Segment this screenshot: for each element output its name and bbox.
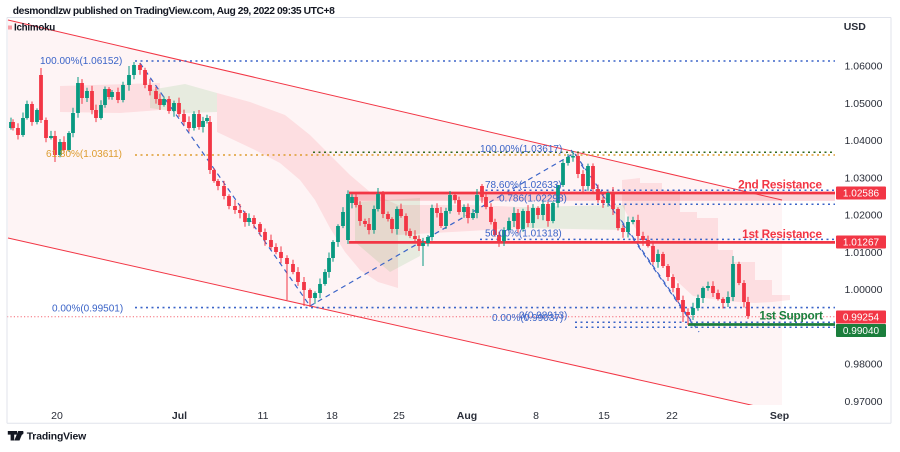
- svg-text:20: 20: [51, 410, 63, 422]
- svg-text:1.01000: 1.01000: [845, 247, 883, 259]
- svg-text:18: 18: [326, 410, 338, 422]
- svg-text:1.06000: 1.06000: [845, 61, 883, 73]
- svg-text:15: 15: [598, 410, 610, 422]
- svg-text:1.04000: 1.04000: [845, 135, 883, 147]
- svg-text:100.00%(1.03617): 100.00%(1.03617): [480, 144, 562, 155]
- svg-text:1.02000: 1.02000: [845, 210, 883, 222]
- svg-text:0.99254: 0.99254: [843, 313, 880, 324]
- svg-text:0.98000: 0.98000: [845, 359, 883, 371]
- svg-text:1.00000: 1.00000: [845, 284, 883, 296]
- svg-text:78.60%(1.02633): 78.60%(1.02633): [485, 180, 562, 191]
- svg-text:100.00%(1.06152): 100.00%(1.06152): [40, 56, 122, 67]
- svg-text:1.05000: 1.05000: [845, 98, 883, 110]
- svg-text:61.80%(1.03611): 61.80%(1.03611): [46, 149, 122, 160]
- svg-text:Sep: Sep: [770, 410, 789, 422]
- svg-text:1.03000: 1.03000: [845, 172, 883, 184]
- svg-text:TradingView: TradingView: [27, 432, 87, 443]
- svg-text:0.786(1.02298): 0.786(1.02298): [499, 194, 567, 205]
- svg-text:0.99040: 0.99040: [843, 326, 880, 337]
- svg-text:1st Support: 1st Support: [759, 309, 823, 323]
- svg-text:USD: USD: [844, 21, 867, 33]
- svg-text:0.00%(0.99501): 0.00%(0.99501): [52, 304, 123, 315]
- svg-text:50.00%(1.01318): 50.00%(1.01318): [485, 229, 562, 240]
- svg-text:8: 8: [533, 410, 539, 422]
- svg-text:Ichimoku: Ichimoku: [14, 23, 55, 34]
- svg-text:22: 22: [666, 410, 678, 422]
- svg-text:0.00%(0.99037): 0.00%(0.99037): [492, 313, 563, 324]
- svg-text:desmondlzw published on Tradin: desmondlzw published on TradingView.com,…: [13, 6, 335, 17]
- svg-text:0.97000: 0.97000: [845, 396, 883, 408]
- svg-text:1st Resistance: 1st Resistance: [742, 227, 822, 241]
- svg-text:1.02586: 1.02586: [843, 189, 880, 200]
- svg-text:Aug: Aug: [457, 410, 477, 422]
- svg-text:11: 11: [258, 410, 269, 422]
- svg-text:0(0.98913): 0(0.98913): [519, 311, 567, 322]
- svg-text:25: 25: [393, 410, 405, 422]
- svg-text:2nd Resistance: 2nd Resistance: [738, 178, 822, 192]
- svg-text:1.01267: 1.01267: [843, 238, 880, 249]
- svg-text:Jul: Jul: [172, 410, 187, 422]
